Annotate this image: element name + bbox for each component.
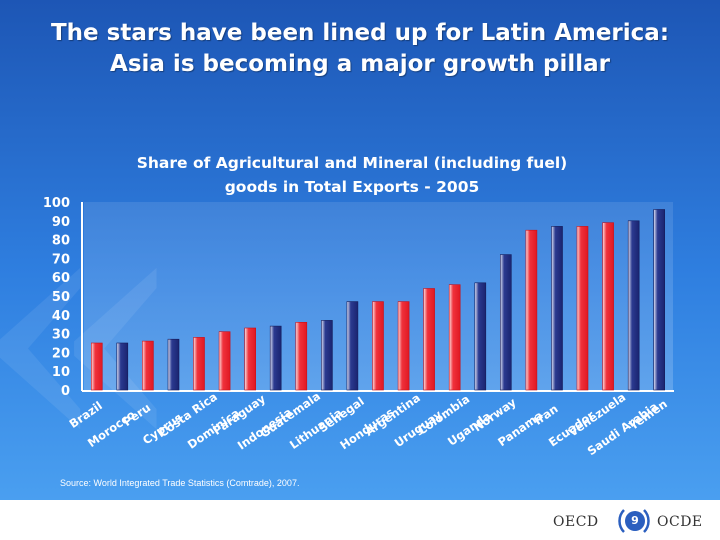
slide-background: « The stars have been lined up for Latin… — [0, 0, 720, 500]
slide-title-line-2: Asia is becoming a major growth pillar — [110, 51, 610, 77]
bars — [91, 209, 666, 391]
y-tick-label: 50 — [52, 290, 70, 305]
y-tick-label: 10 — [52, 365, 70, 380]
slide-title: The stars have been lined up for Latin A… — [10, 18, 710, 80]
y-axis-ticks: 0 10 20 30 40 50 60 70 80 90 100 — [43, 196, 70, 399]
oecd-logo-icon — [618, 509, 650, 533]
bar-costa-rica — [193, 337, 205, 391]
y-tick-label: 20 — [52, 346, 70, 361]
bar-ecuador — [576, 226, 589, 391]
bar-cyprus — [167, 338, 180, 391]
x-tick-label: Iran — [531, 402, 560, 428]
bar-venezuela — [602, 222, 614, 391]
oecd-logo-text-en: OECD — [553, 514, 599, 530]
bar-norway — [499, 254, 512, 391]
bar-lithuania — [321, 320, 333, 391]
page-number-badge: 9 — [625, 511, 645, 531]
bar-argentina — [397, 301, 410, 391]
y-tick-label: 40 — [52, 309, 70, 324]
chart-title-line-1: Share of Agricultural and Mineral (inclu… — [137, 154, 568, 172]
y-tick-label: 30 — [52, 328, 70, 343]
bar-paraguay — [244, 327, 256, 391]
bar-saudi-arabia — [627, 220, 640, 391]
y-tick-label: 90 — [52, 215, 70, 230]
x-tick-label: Peru — [120, 400, 153, 429]
bar-senegal — [346, 301, 359, 391]
bar-colombia — [448, 284, 461, 391]
bar-dominica — [218, 331, 231, 391]
bar-peru — [142, 340, 154, 391]
bar-brazil — [91, 342, 103, 391]
y-tick-label: 60 — [52, 271, 70, 286]
oecd-logo-text-fr: OCDE — [657, 514, 703, 530]
slide-title-line-1: The stars have been lined up for Latin A… — [50, 20, 670, 46]
y-tick-label: 70 — [52, 252, 70, 267]
y-tick-label: 100 — [43, 196, 70, 211]
source-note: Source: World Integrated Trade Statistic… — [60, 478, 300, 488]
bar-panama — [525, 229, 538, 391]
bar-honduras — [372, 301, 384, 391]
y-tick-label: 80 — [52, 234, 70, 249]
bar-morocco — [116, 342, 129, 391]
y-tick-label: 0 — [61, 384, 70, 399]
bar-uruguay — [423, 288, 435, 391]
x-tick-label: Brazil — [67, 398, 105, 431]
chart-title-line-2: goods in Total Exports - 2005 — [225, 178, 480, 196]
bar-chart: Share of Agricultural and Mineral (inclu… — [43, 154, 673, 458]
bar-guatemala — [295, 321, 308, 391]
bar-indonesia — [269, 325, 282, 391]
bar-uganda — [474, 282, 487, 391]
bar-iran — [551, 226, 563, 391]
footer: OECD OCDE — [0, 500, 720, 540]
bar-yemen — [653, 209, 666, 391]
